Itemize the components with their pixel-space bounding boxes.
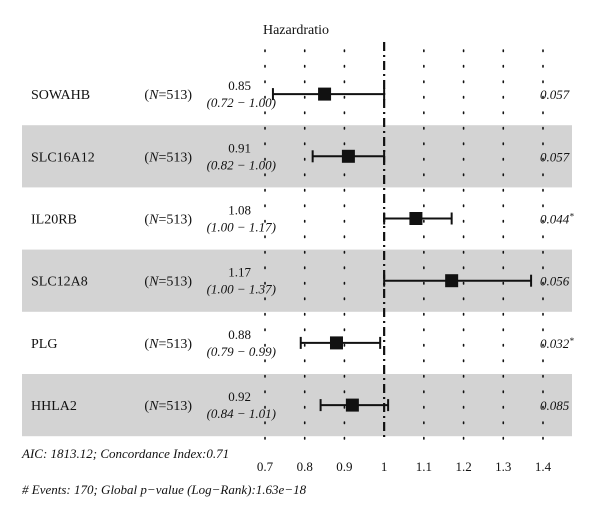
variable-label: SLC12A8 [31,275,88,290]
hr-point [341,149,355,163]
p-value: 0.056 [540,274,570,289]
events-footnote: # Events: 170; Global p−value (Log−Rank)… [22,482,307,497]
variable-label: SLC16A12 [31,150,95,165]
n-label: (N=513) [144,337,192,352]
x-tick-label: 0.8 [297,459,313,474]
ci-value: (1.00 − 1.17) [207,220,276,235]
variable-label: HHLA2 [31,399,77,414]
x-tick-label: 0.7 [257,459,274,474]
n-label: (N=513) [144,88,192,103]
ci-value: (0.84 − 1.01) [207,406,276,421]
hr-value: 0.92 [228,389,251,404]
hr-point [318,87,332,101]
x-tick-label: 0.9 [336,459,352,474]
hr-point [329,336,343,350]
n-label: (N=513) [144,150,192,165]
hr-point [409,212,423,225]
variable-label: SOWAHB [31,88,90,103]
hr-value: 1.08 [228,203,251,218]
hr-value: 0.88 [228,327,251,342]
ci-value: (0.72 − 1.00) [207,95,276,110]
x-tick-label: 1 [381,459,388,474]
aic-footnote: AIC: 1813.12; Concordance Index:0.71 [22,446,230,461]
p-value: 0.085 [540,398,570,413]
x-tick-label: 1.4 [535,459,552,474]
hr-point [345,398,359,412]
n-label: (N=513) [144,399,192,414]
n-label: (N=513) [144,275,192,290]
p-value: 0.057 [540,87,570,102]
variable-label: IL20RB [31,213,77,228]
p-value: 0.032* [540,336,574,351]
x-tick-label: 1.2 [455,459,471,474]
row-shade [22,125,572,188]
hr-value: 0.85 [228,78,251,93]
p-value: 0.057 [540,149,570,164]
hr-value: 1.17 [228,265,251,280]
variable-label: PLG [31,337,57,352]
ci-value: (0.82 − 1.00) [207,157,276,172]
x-tick-label: 1.3 [495,459,511,474]
x-tick-label: 1.1 [416,459,432,474]
n-label: (N=513) [144,213,192,228]
ci-value: (1.00 − 1.37) [207,282,276,297]
chart-title: Hazardratio [263,23,329,38]
hr-value: 0.91 [228,140,251,155]
row-shade [22,374,572,437]
hr-point [445,274,459,288]
p-value: 0.044* [540,212,574,227]
ci-value: (0.79 − 0.99) [207,344,276,359]
